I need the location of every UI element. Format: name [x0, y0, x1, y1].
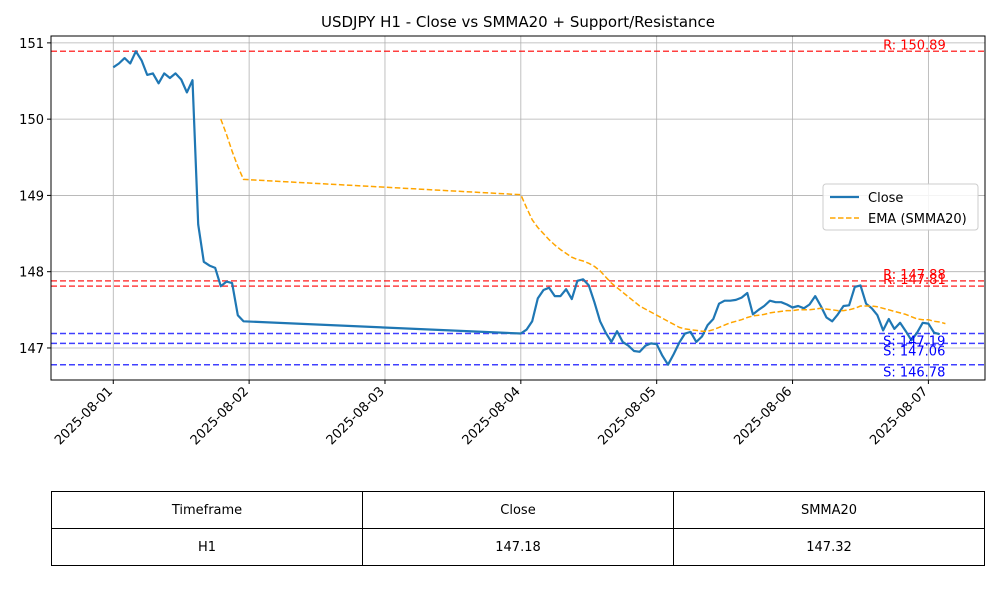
legend-entry-label: EMA (SMMA20) — [868, 212, 967, 227]
y-tick-label: 148 — [19, 266, 44, 281]
resistance-label: R: 150.89 — [883, 38, 946, 53]
chart-title: USDJPY H1 - Close vs SMMA20 + Support/Re… — [321, 13, 715, 31]
table-cell: H1 — [51, 528, 363, 566]
resistance-label: R: 147.88 — [883, 268, 946, 283]
resistance-label: R: 147.81 — [883, 273, 946, 288]
table-cell: 147.32 — [673, 528, 985, 566]
table-row: H1 147.18 147.32 — [51, 528, 985, 566]
support-label: S: 147.06 — [883, 344, 945, 359]
table-cell: 147.18 — [362, 528, 674, 566]
y-tick-label: 149 — [19, 189, 44, 204]
table-header-cell: SMMA20 — [673, 491, 985, 529]
x-tick-label: 2025-08-04 — [460, 384, 524, 448]
x-tick-label: 2025-08-02 — [188, 384, 252, 448]
legend-entry-label: Close — [868, 191, 903, 206]
chart: R: 150.89R: 147.88R: 147.81S: 147.19S: 1… — [19, 13, 986, 448]
table-header-cell: Close — [362, 491, 674, 529]
legend-box — [822, 183, 979, 231]
y-tick-label: 151 — [19, 37, 44, 52]
x-tick-label: 2025-08-03 — [324, 384, 388, 448]
x-tick-label: 2025-08-01 — [52, 384, 116, 448]
y-tick-label: 147 — [19, 342, 44, 357]
x-tick-label: 2025-08-05 — [595, 384, 659, 448]
plot-frame — [50, 35, 986, 381]
y-tick-label: 150 — [19, 113, 44, 128]
support-label: S: 146.78 — [883, 366, 945, 381]
table-header-row: Timeframe Close SMMA20 — [51, 491, 985, 529]
summary-table: Timeframe Close SMMA20 H1 147.18 147.32 — [51, 491, 985, 566]
close-line — [112, 50, 940, 366]
support-label: S: 147.19 — [883, 334, 945, 349]
x-tick-label: 2025-08-06 — [731, 384, 795, 448]
table-header-cell: Timeframe — [51, 491, 363, 529]
smma20-line — [220, 118, 946, 332]
x-tick-label: 2025-08-07 — [867, 384, 931, 448]
